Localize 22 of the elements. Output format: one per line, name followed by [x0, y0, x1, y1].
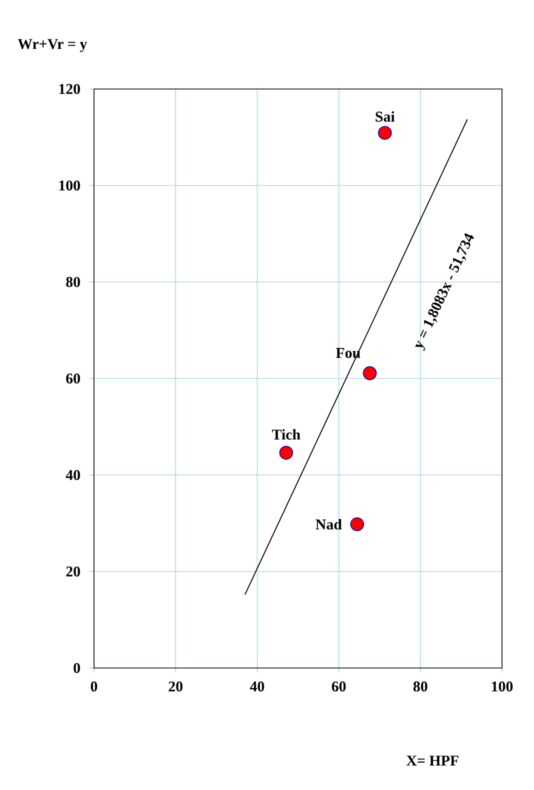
annotation: Tich [272, 429, 300, 440]
x-axis-title: X= HPF [406, 756, 458, 766]
y-tick-label: 100 [59, 180, 80, 191]
y-tick-label: 120 [59, 84, 80, 94]
y-tick-label: 20 [66, 566, 80, 577]
x-tick-label: 80 [413, 681, 428, 692]
point [378, 126, 392, 140]
x-tick-label: 60 [332, 681, 346, 692]
point [350, 517, 364, 532]
y-tick-label: 0 [74, 662, 80, 674]
x-tick-label: 0 [90, 681, 98, 692]
point [362, 366, 377, 380]
y-axis-title: Wr+Vr = y [18, 39, 88, 52]
annotation: Nad [316, 518, 342, 530]
x-tick-label: 20 [168, 681, 183, 692]
annotation: Sai [376, 111, 395, 122]
y-tick-label: 60 [66, 373, 80, 384]
x-tick-label: 40 [250, 681, 264, 692]
y-tick-label: 40 [66, 470, 80, 480]
x-tick-label: 100 [492, 681, 513, 692]
y-tick-label: 80 [66, 276, 80, 288]
point [279, 446, 294, 460]
